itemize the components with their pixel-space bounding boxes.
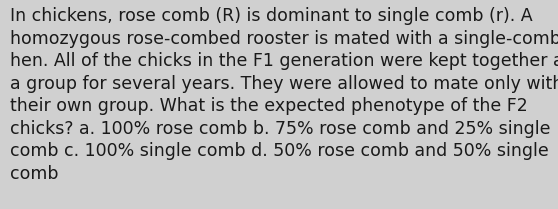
- Text: In chickens, rose comb (R) is dominant to single comb (r). A
homozygous rose-com: In chickens, rose comb (R) is dominant t…: [10, 7, 558, 183]
